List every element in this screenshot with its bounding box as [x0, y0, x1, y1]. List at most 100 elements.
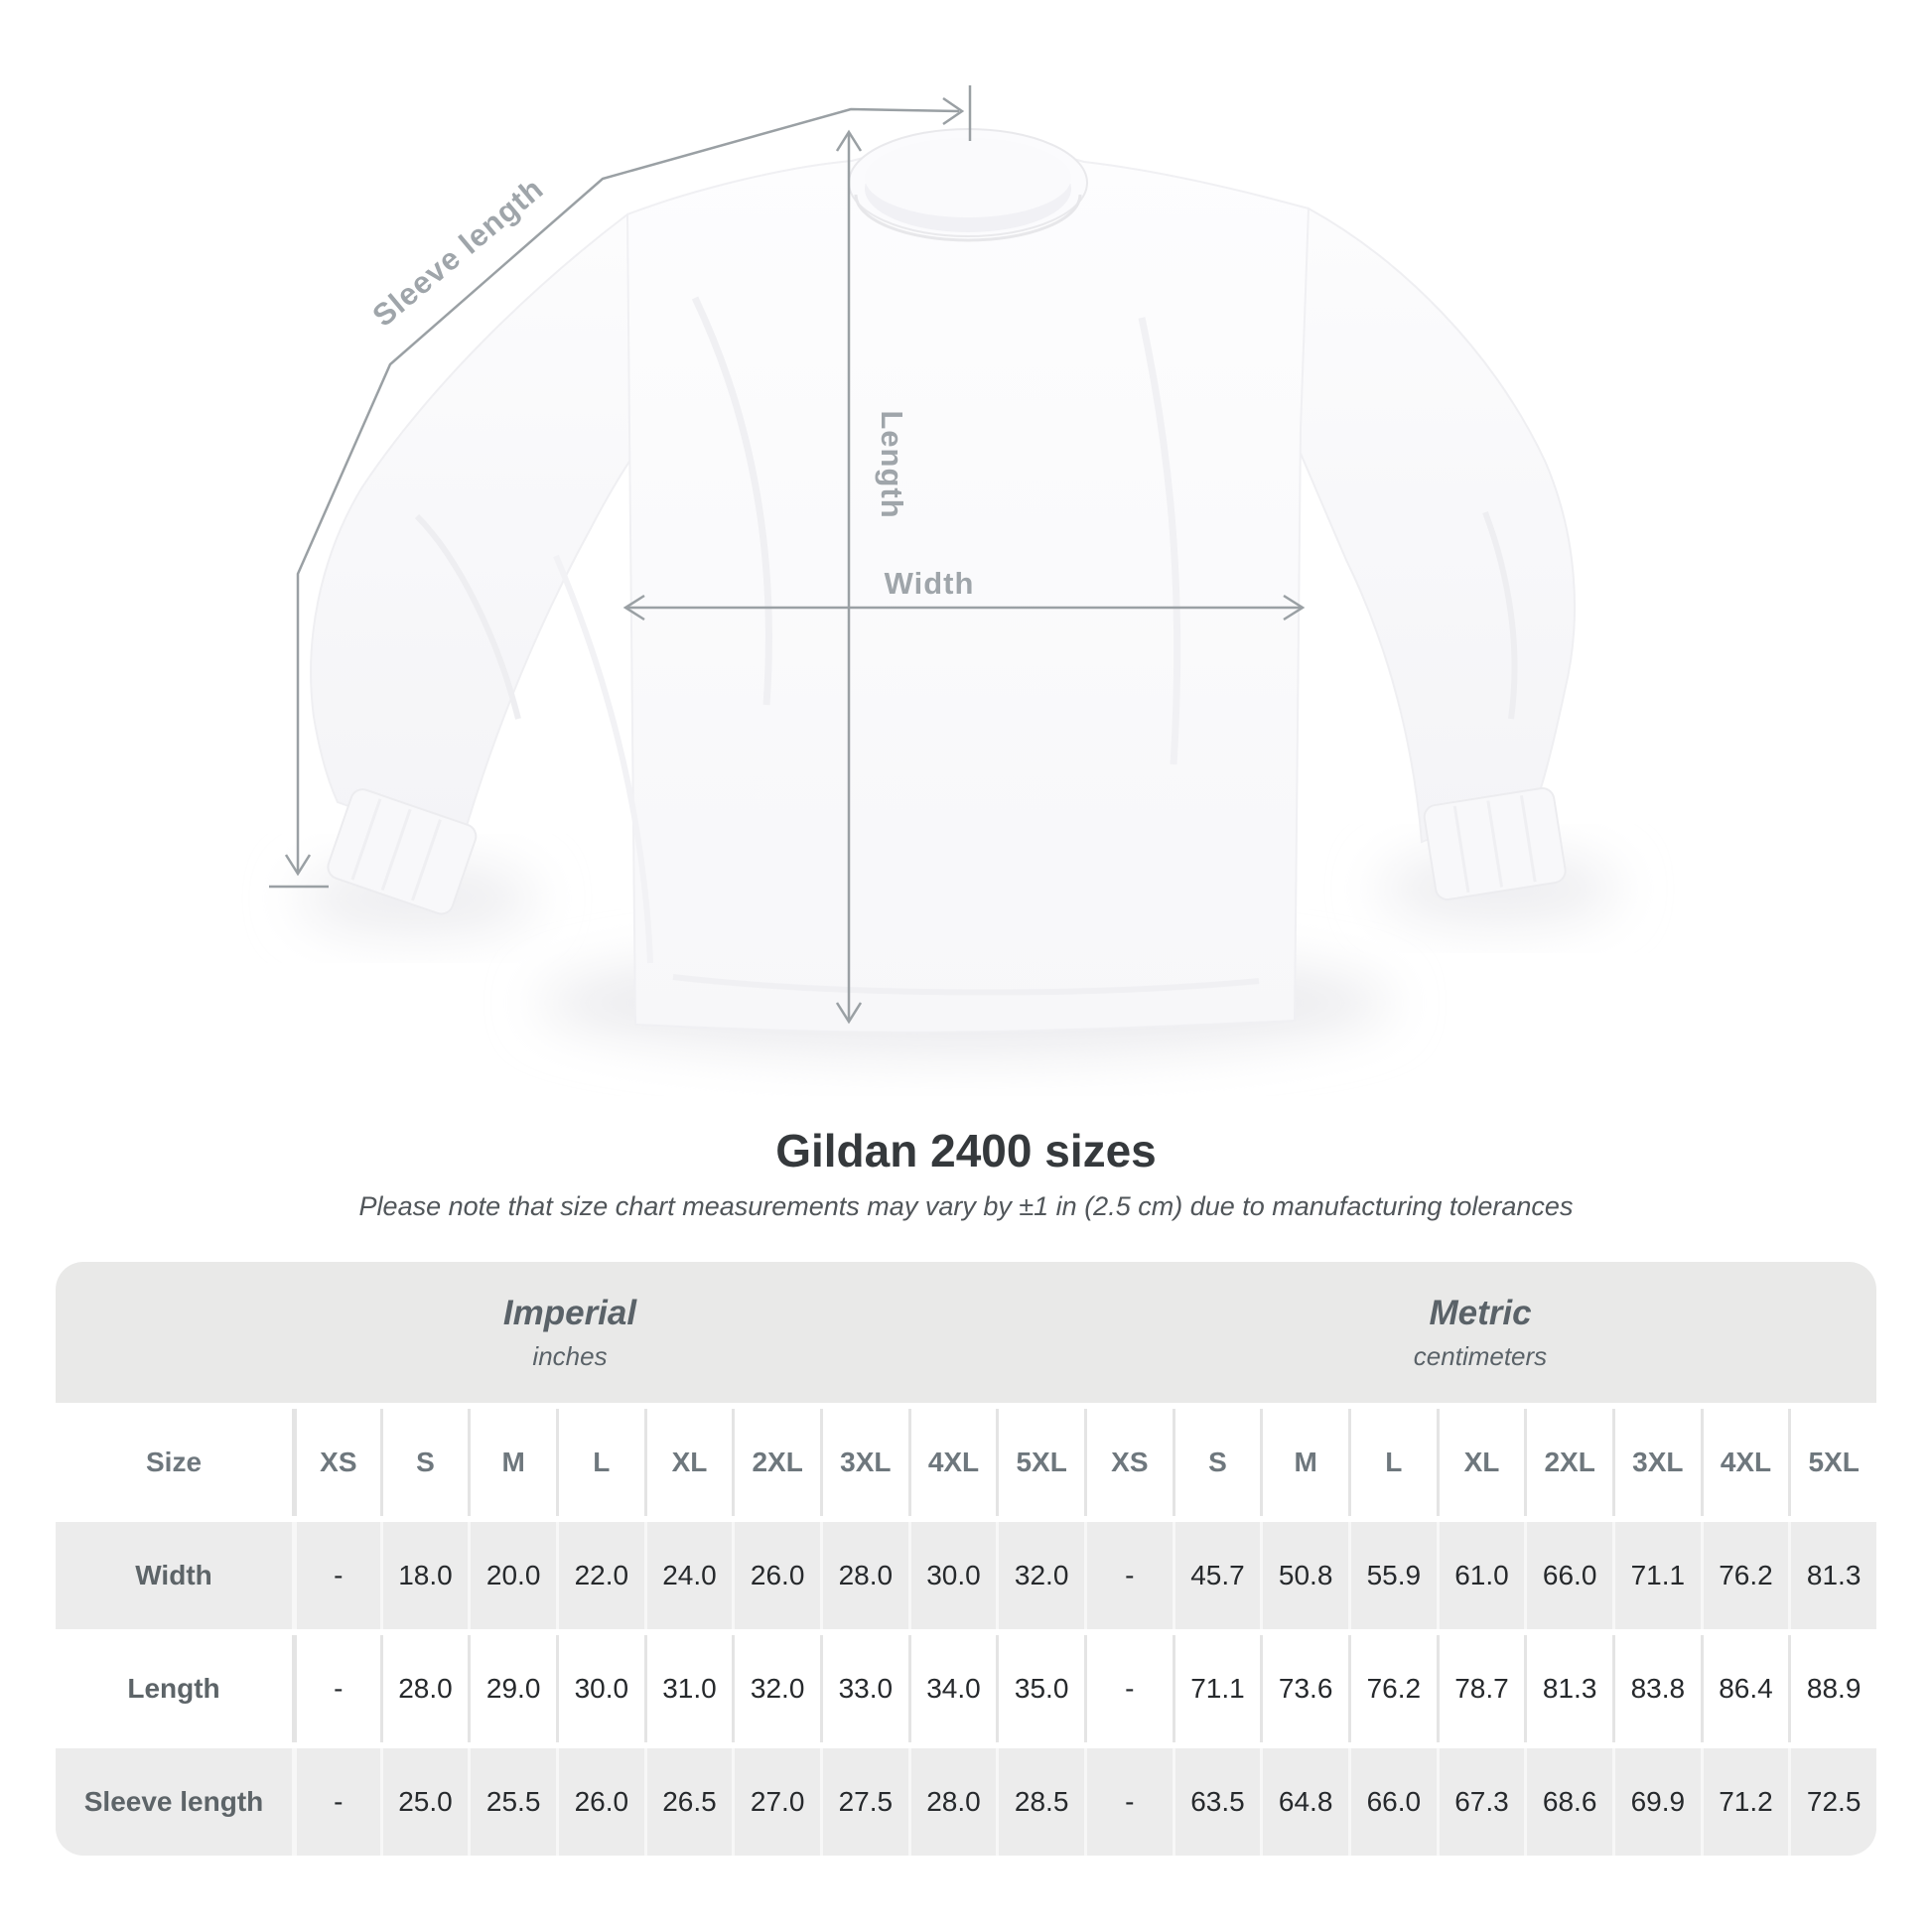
- row-width-cell: 81.3: [1788, 1522, 1876, 1629]
- size-header-row-cell: 2XL: [732, 1409, 820, 1516]
- row-sleeve-length-cell: -: [1083, 1748, 1173, 1856]
- row-length-cell: 28.0: [379, 1635, 469, 1742]
- row-length-cell: 73.6: [1260, 1635, 1348, 1742]
- imperial-header: Imperial inches: [56, 1294, 1084, 1372]
- metric-unit: centimeters: [1413, 1340, 1548, 1371]
- row-sleeve-length-cell: 63.5: [1172, 1748, 1261, 1856]
- row-sleeve-length-cell: 28.5: [996, 1748, 1084, 1856]
- row-sleeve-length-cell: 69.9: [1611, 1748, 1701, 1856]
- size-header-row-cell: XS: [292, 1409, 380, 1516]
- row-width-cell: 26.0: [732, 1522, 820, 1629]
- size-header-row-cell: M: [468, 1409, 556, 1516]
- row-width: Width -18.0 20.0 22.0 24.0 26.0 28.0 30.0 32.0-4…: [56, 1522, 1876, 1629]
- row-length-cell: 86.4: [1700, 1635, 1789, 1742]
- size-table: Imperial inches Metric centimeters Size X…: [56, 1262, 1876, 1856]
- row-width-cell: 24.0: [643, 1522, 733, 1629]
- row-width-cell: 55.9: [1347, 1522, 1437, 1629]
- size-header-row-cell: 3XL: [1611, 1409, 1701, 1516]
- right-cuff: [1423, 787, 1567, 901]
- size-header-row-cell: S: [379, 1409, 469, 1516]
- row-sleeve-length-cell: 25.0: [379, 1748, 469, 1856]
- row-length-cell: 88.9: [1788, 1635, 1876, 1742]
- row-width-cell: 66.0: [1524, 1522, 1612, 1629]
- size-header-row-cell: XL: [643, 1409, 733, 1516]
- shirt-illustration: [310, 128, 1577, 1034]
- size-header-row-cell: L: [1347, 1409, 1437, 1516]
- width-arrow-right: [1283, 594, 1306, 621]
- sleeve-length-arrow-right: [942, 96, 965, 126]
- row-width-cell: 71.1: [1611, 1522, 1701, 1629]
- row-sleeve-length-cell: 25.5: [468, 1748, 556, 1856]
- row-length-cell: 34.0: [907, 1635, 997, 1742]
- page-title: Gildan 2400 sizes: [775, 1125, 1157, 1176]
- size-header-row-cell: 4XL: [1700, 1409, 1789, 1516]
- row-sleeve-length-label: Sleeve length: [83, 1786, 264, 1817]
- row-width-cell: 45.7: [1172, 1522, 1261, 1629]
- length-label: Length: [875, 410, 909, 518]
- row-sleeve-length-cell: 72.5: [1788, 1748, 1876, 1856]
- size-header-row-cell: 3XL: [819, 1409, 908, 1516]
- sleeve-length-line: [296, 107, 960, 872]
- row-length-cell: -: [1083, 1635, 1173, 1742]
- size-header-row-cell: M: [1260, 1409, 1348, 1516]
- row-length-cell: 33.0: [819, 1635, 908, 1742]
- sleeve-length-arrow-down: [284, 854, 312, 877]
- row-width-cell: 32.0: [996, 1522, 1084, 1629]
- unit-header-band: Imperial inches Metric centimeters: [56, 1262, 1876, 1403]
- row-length-cell: 29.0: [468, 1635, 556, 1742]
- row-length: Length -28.0 29.0 30.0 31.0 32.0 33.0 34.0 35.0-…: [56, 1635, 1876, 1742]
- measurement-lines: [269, 85, 1306, 1025]
- row-sleeve-length-cell: 68.6: [1524, 1748, 1612, 1856]
- row-width-cell: 18.0: [379, 1522, 469, 1629]
- row-sleeve-length-cell: 71.2: [1700, 1748, 1789, 1856]
- size-header-row-cell: 5XL: [1788, 1409, 1876, 1516]
- size-header-row-cell: 2XL: [1524, 1409, 1612, 1516]
- imperial-title: Imperial: [502, 1293, 637, 1332]
- width-label: Width: [885, 566, 975, 601]
- row-width-cell: -: [1083, 1522, 1173, 1629]
- size-header-row-cell: XS: [1083, 1409, 1173, 1516]
- row-sleeve-length-cell: 67.3: [1436, 1748, 1525, 1856]
- row-width-cell: 76.2: [1700, 1522, 1789, 1629]
- size-header-row-cell: 5XL: [996, 1409, 1084, 1516]
- row-sleeve-length-cell: -: [292, 1748, 380, 1856]
- size-header-row-cell: L: [555, 1409, 644, 1516]
- row-width-cell: 30.0: [907, 1522, 997, 1629]
- row-sleeve-length-cell: 27.5: [819, 1748, 908, 1856]
- row-sleeve-length-cell: 66.0: [1347, 1748, 1437, 1856]
- row-sleeve-length-cell: 27.0: [732, 1748, 820, 1856]
- row-length-cell: 76.2: [1347, 1635, 1437, 1742]
- left-cuff: [327, 788, 478, 915]
- row-length-cell: 71.1: [1172, 1635, 1261, 1742]
- length-arrow-down: [835, 1002, 863, 1025]
- row-length-cell: -: [292, 1635, 380, 1742]
- row-width-cell: 28.0: [819, 1522, 908, 1629]
- row-width-cell: 20.0: [468, 1522, 556, 1629]
- imperial-unit: inches: [532, 1340, 608, 1371]
- row-length-cell: 31.0: [643, 1635, 733, 1742]
- row-length-cell: 35.0: [996, 1635, 1084, 1742]
- row-width-label: Width: [135, 1560, 212, 1590]
- size-header-row-cell: XL: [1436, 1409, 1525, 1516]
- row-sleeve-length-cell: 64.8: [1260, 1748, 1348, 1856]
- shirt-measurement-diagram: Sleeve length Length Width: [269, 85, 1618, 1054]
- size-header-row: Size XS S M L XL 2XL 3XL 4XL 5XL XS S M L XL 2XL 3XL 4XL 5…: [56, 1409, 1876, 1516]
- row-length-label: Length: [127, 1673, 220, 1704]
- row-width-cell: 50.8: [1260, 1522, 1348, 1629]
- metric-header: Metric centimeters: [1084, 1294, 1876, 1372]
- metric-title: Metric: [1429, 1293, 1532, 1332]
- row-sleeve-length-cell: 26.0: [555, 1748, 644, 1856]
- row-length-cell: 81.3: [1524, 1635, 1612, 1742]
- collar: [848, 128, 1088, 242]
- page-subtitle: Please note that size chart measurements…: [358, 1191, 1574, 1221]
- row-length-cell: 78.7: [1436, 1635, 1525, 1742]
- row-length-cell: 83.8: [1611, 1635, 1701, 1742]
- width-arrow-left: [622, 594, 645, 621]
- row-width-cell: 61.0: [1436, 1522, 1525, 1629]
- row-sleeve-length: Sleeve length -25.0 25.5 26.0 26.5 27.0 27.5 28…: [56, 1748, 1876, 1856]
- row-sleeve-length-cell: 26.5: [643, 1748, 733, 1856]
- row-length-cell: 30.0: [555, 1635, 644, 1742]
- row-width-cell: -: [292, 1522, 380, 1629]
- size-header-row-cell: S: [1172, 1409, 1261, 1516]
- length-arrow-up: [835, 129, 863, 152]
